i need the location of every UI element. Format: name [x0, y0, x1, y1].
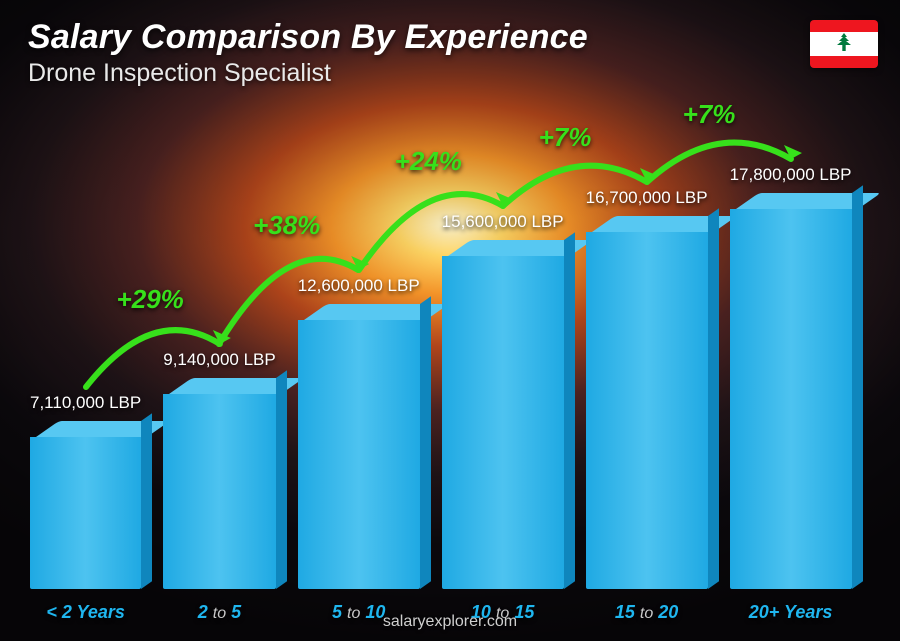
- delta-label: +24%: [395, 146, 462, 177]
- footer-attribution: salaryexplorer.com: [0, 613, 900, 631]
- bar-value-label: 17,800,000 LBP: [730, 165, 852, 185]
- bar-value-label: 7,110,000 LBP: [30, 393, 141, 413]
- bar-front-face: [30, 437, 141, 589]
- bar-front-face: [730, 209, 852, 589]
- header: Salary Comparison By Experience Drone In…: [28, 18, 810, 88]
- bar-3d: [30, 421, 141, 589]
- bar-column: 15,600,000 LBP10 to 15: [442, 212, 564, 589]
- bar-chart: 7,110,000 LBP< 2 Years9,140,000 LBP2 to …: [30, 91, 850, 589]
- bar-3d: [730, 193, 852, 589]
- flag-stripe-bottom: [810, 56, 878, 68]
- delta-label: +38%: [253, 210, 320, 241]
- page-subtitle: Drone Inspection Specialist: [28, 59, 810, 88]
- flag-stripe-top: [810, 20, 878, 32]
- delta-label: +7%: [539, 122, 592, 153]
- delta-label: +29%: [117, 284, 184, 315]
- page-title: Salary Comparison By Experience: [28, 18, 810, 57]
- bar-column: 16,700,000 LBP15 to 20: [586, 188, 708, 589]
- bar-front-face: [442, 256, 564, 589]
- bar-column: 17,800,000 LBP20+ Years: [730, 165, 852, 589]
- bar-value-label: 9,140,000 LBP: [163, 350, 275, 370]
- flag-stripe-mid: [810, 32, 878, 56]
- bar-front-face: [298, 320, 420, 589]
- bar-value-label: 16,700,000 LBP: [586, 188, 708, 208]
- bar-3d: [586, 216, 708, 589]
- bar-value-label: 15,600,000 LBP: [442, 212, 564, 232]
- bar-3d: [298, 304, 420, 589]
- bar-column: 12,600,000 LBP5 to 10: [298, 276, 420, 589]
- bar-column: 7,110,000 LBP< 2 Years: [30, 393, 141, 589]
- flag-lebanon: [810, 20, 878, 68]
- cedar-icon: [833, 32, 855, 56]
- bar-front-face: [586, 232, 708, 589]
- bar-3d: [163, 378, 275, 589]
- bar-3d: [442, 240, 564, 589]
- bar-column: 9,140,000 LBP2 to 5: [163, 350, 275, 589]
- bar-value-label: 12,600,000 LBP: [298, 276, 420, 296]
- delta-label: +7%: [683, 99, 736, 130]
- bar-front-face: [163, 394, 275, 589]
